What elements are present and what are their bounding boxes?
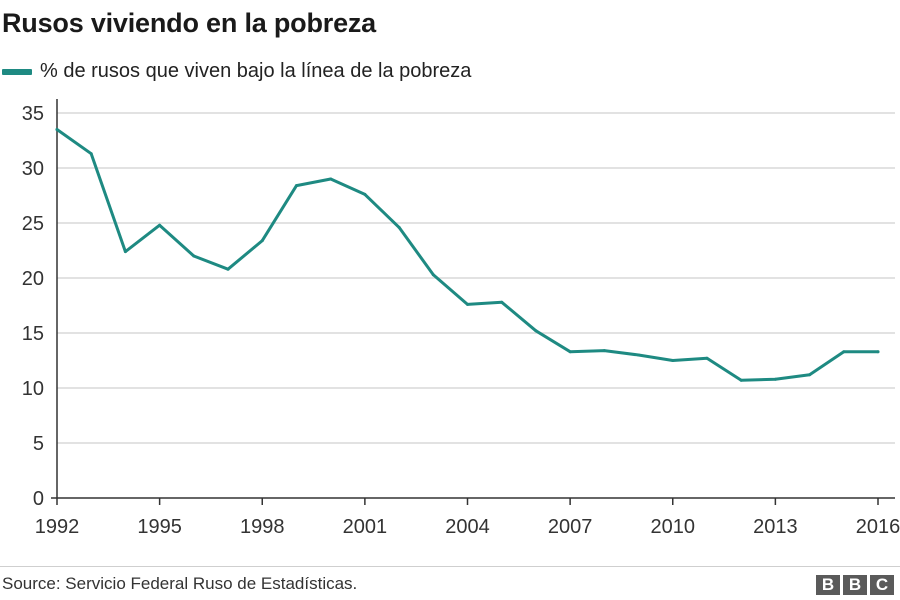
y-tick-label: 0 bbox=[33, 488, 44, 510]
y-tick-label: 35 bbox=[22, 103, 44, 125]
data-point bbox=[705, 356, 709, 360]
bbc-logo-letter: B bbox=[816, 575, 840, 595]
data-point bbox=[671, 359, 675, 362]
data-point bbox=[602, 349, 606, 353]
x-tick-label: 1998 bbox=[240, 516, 285, 538]
line-chart: 35 30 25 20 15 10 5 0 1992 1995 1998 2001 2004 2007 20… bbox=[22, 99, 900, 538]
footer: Source: Servicio Federal Ruso de Estadís… bbox=[0, 566, 900, 595]
legend-swatch bbox=[2, 68, 32, 75]
x-tick-label: 2010 bbox=[651, 516, 696, 538]
data-point bbox=[739, 378, 743, 382]
data-point bbox=[466, 302, 469, 306]
y-tick-label: 25 bbox=[22, 213, 44, 235]
data-point bbox=[260, 239, 264, 243]
data-point bbox=[55, 128, 59, 131]
data-point bbox=[773, 377, 777, 381]
data-point bbox=[329, 177, 333, 181]
data-point bbox=[842, 350, 846, 354]
y-tick-label: 15 bbox=[22, 323, 44, 345]
data-point bbox=[192, 254, 196, 258]
data-point bbox=[637, 353, 641, 357]
bbc-logo: B B C bbox=[816, 575, 894, 595]
source-note: Source: Servicio Federal Ruso de Estadís… bbox=[2, 574, 358, 593]
x-tick-label: 2016 bbox=[856, 516, 900, 538]
y-tick-label: 5 bbox=[33, 433, 44, 455]
data-point bbox=[363, 192, 367, 196]
legend-label: % de rusos que viven bajo la línea de la… bbox=[40, 60, 472, 82]
data-point bbox=[431, 273, 435, 277]
y-tick-label: 10 bbox=[22, 378, 44, 400]
data-point bbox=[123, 250, 127, 254]
x-tick-label: 2007 bbox=[548, 516, 593, 538]
x-tick-label: 2013 bbox=[753, 516, 798, 538]
data-point bbox=[89, 152, 93, 156]
tick-labels: 35 30 25 20 15 10 5 0 1992 1995 1998 2001 2004 2007 20… bbox=[22, 103, 900, 538]
series-layer bbox=[55, 128, 880, 382]
bbc-logo-letter: C bbox=[870, 575, 894, 595]
x-tick-label: 2004 bbox=[445, 516, 490, 538]
data-point bbox=[876, 350, 880, 354]
legend: % de rusos que viven bajo la línea de la… bbox=[2, 60, 471, 83]
y-tick-label: 30 bbox=[22, 158, 44, 180]
chart-title: Rusos viviendo en la pobreza bbox=[2, 8, 376, 38]
x-tick-label: 2001 bbox=[343, 516, 388, 538]
x-tick-label: 1995 bbox=[137, 516, 182, 538]
gridlines bbox=[57, 112, 895, 444]
data-point bbox=[397, 225, 401, 229]
data-point bbox=[568, 350, 572, 354]
data-point bbox=[294, 184, 298, 188]
x-tick-label: 1992 bbox=[35, 516, 80, 538]
y-tick-label: 20 bbox=[22, 268, 44, 290]
bbc-logo-letter: B bbox=[843, 575, 867, 595]
data-point bbox=[158, 223, 162, 227]
series-line bbox=[55, 128, 880, 382]
data-point bbox=[226, 267, 230, 271]
data-point bbox=[808, 373, 812, 377]
axes bbox=[51, 99, 895, 505]
data-point bbox=[500, 300, 504, 304]
data-point bbox=[534, 329, 538, 333]
